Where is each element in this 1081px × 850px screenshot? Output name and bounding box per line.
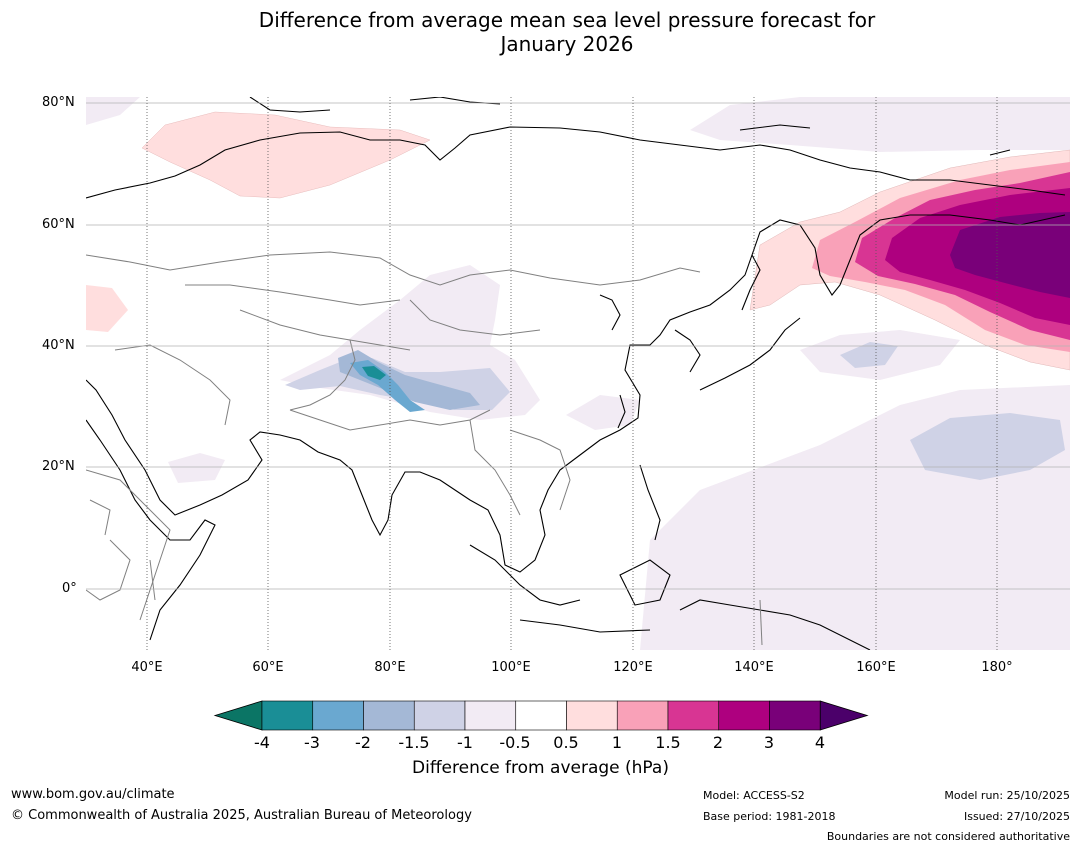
colorbar-swatch <box>515 700 567 731</box>
colorbar-swatch <box>769 700 821 731</box>
colorbar-extension-high <box>819 700 869 731</box>
colorbar-swatch <box>413 700 466 731</box>
lat-label-40n: 40°N <box>42 338 75 353</box>
colorbar-tick-label: -2 <box>355 733 371 752</box>
colorbar-swatch <box>363 700 415 731</box>
colorbar-swatch <box>718 700 770 731</box>
lon-label-100e: 100°E <box>491 660 531 675</box>
chart-title: Difference from average mean sea level p… <box>0 8 1081 56</box>
lon-label-180: 180° <box>981 660 1013 675</box>
lat-label-0: 0° <box>62 581 77 596</box>
copyright-notice: © Commonwealth of Australia 2025, Austra… <box>11 808 472 823</box>
colorbar-tick-label: -0.5 <box>499 733 531 752</box>
lon-label-80e: 80°E <box>374 660 406 675</box>
colorbar-title: Difference from average (hPa) <box>412 758 669 778</box>
colorbar-swatch <box>616 700 669 731</box>
colorbar-tick-label: -4 <box>254 733 270 752</box>
colorbar-tick-label: 1 <box>611 733 623 752</box>
colorbar-swatch <box>464 700 517 731</box>
colorbar-swatch <box>566 700 618 731</box>
anomaly-field-tibetan-plateau <box>168 265 540 483</box>
lon-label-120e: 120°E <box>613 660 653 675</box>
lon-label-160e: 160°E <box>856 660 896 675</box>
lat-label-80n: 80°N <box>42 95 75 110</box>
colorbar <box>213 700 869 731</box>
colorbar-tick-label: 1.5 <box>655 733 681 752</box>
coastlines <box>86 97 1066 650</box>
colorbar-swatch <box>261 700 314 731</box>
boundaries-disclaimer: Boundaries are not considered authoritat… <box>826 830 1070 843</box>
base-period: Base period: 1981-2018 <box>703 810 836 823</box>
lon-label-60e: 60°E <box>252 660 284 675</box>
colorbar-tick-label: 0.5 <box>553 733 579 752</box>
colorbar-tick-label: 2 <box>712 733 724 752</box>
anomaly-field-barents-kara <box>86 97 1070 332</box>
anomaly-field-west-pacific <box>566 330 1070 650</box>
lon-label-40e: 40°E <box>131 660 163 675</box>
lon-label-140e: 140°E <box>734 660 774 675</box>
title-line-1: Difference from average mean sea level p… <box>258 8 876 32</box>
country-borders <box>86 251 763 646</box>
colorbar-swatch <box>667 700 720 731</box>
colorbar-tick-label: -1 <box>457 733 473 752</box>
lat-label-60n: 60°N <box>42 217 75 232</box>
anomaly-field-north-pacific <box>749 149 1070 371</box>
forecast-map <box>86 97 1070 650</box>
model-run-date: Model run: 25/10/2025 <box>944 789 1070 802</box>
issued-date: Issued: 27/10/2025 <box>963 810 1070 823</box>
graticule <box>86 97 1070 650</box>
colorbar-tick-label: 3 <box>763 733 775 752</box>
colorbar-swatch <box>312 700 364 731</box>
lat-label-20n: 20°N <box>42 459 75 474</box>
colorbar-tick-label: 4 <box>814 733 826 752</box>
title-line-2: January 2026 <box>500 32 634 56</box>
colorbar-tick-label: -1.5 <box>398 733 430 752</box>
model-name: Model: ACCESS-S2 <box>703 789 805 802</box>
colorbar-tick-label: -3 <box>304 733 320 752</box>
source-url[interactable]: www.bom.gov.au/climate <box>11 787 175 802</box>
colorbar-extension-low <box>213 700 263 731</box>
